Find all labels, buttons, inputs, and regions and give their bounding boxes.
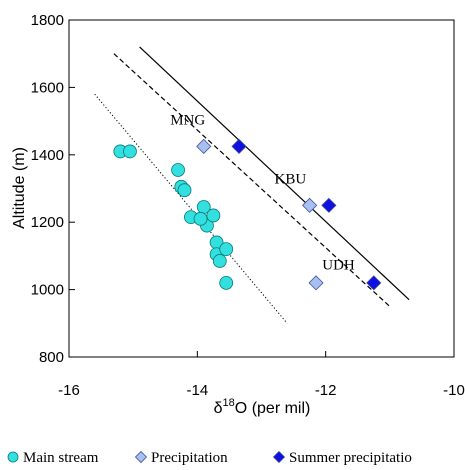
- legend-marker-summer-precipitatio: [272, 450, 286, 464]
- x-tick-label: -12: [315, 382, 337, 399]
- x-axis-title-delta: δ: [214, 400, 223, 417]
- y-tick-label: 800: [39, 349, 64, 366]
- main-stream-point: [219, 242, 234, 257]
- plot-area: [68, 19, 455, 358]
- y-tick-label: 1600: [31, 79, 64, 96]
- legend-label-precipitation: Precipitation: [151, 450, 228, 466]
- fit-line-dashed: [113, 53, 391, 307]
- fit-lines: [94, 46, 410, 324]
- main-stream-point: [193, 211, 208, 226]
- summer-precipitatio-point: [321, 197, 337, 213]
- x-tick-label: -16: [58, 382, 80, 399]
- precipitation-point: [196, 138, 212, 154]
- fit-line-solid: [139, 46, 410, 301]
- main-stream-point: [219, 275, 234, 290]
- summer-precipitatio-point: [231, 138, 247, 154]
- legend-label-summer-precipitatio: Summer precipitatio: [289, 450, 412, 466]
- main-stream-point: [177, 183, 192, 198]
- y-tick-label: 1000: [31, 282, 64, 299]
- y-axis-title: Altitude (m): [11, 147, 28, 229]
- axis-ticks: -16 -14 -12 -10 800 1000 1200 1400 1600 1800: [31, 12, 465, 399]
- x-axis-title-tail: O (per mil): [235, 400, 311, 417]
- station-label-kbu: KBU: [275, 171, 307, 187]
- x-tick-label: -14: [186, 382, 208, 399]
- x-tick-label: -10: [443, 382, 465, 399]
- main-stream-point: [171, 163, 185, 177]
- main-stream-point: [206, 208, 221, 223]
- legend-marker-precipitation: [134, 450, 148, 464]
- main-stream-point: [123, 144, 137, 159]
- legend-marker-main-stream: [7, 451, 19, 463]
- fit-line-dotted: [94, 93, 288, 324]
- data-points: [113, 138, 382, 291]
- x-axis-title: δ18O (per mil): [214, 397, 311, 417]
- y-tick-label: 1800: [31, 12, 64, 29]
- summer-precipitatio-point: [366, 275, 382, 291]
- station-label-mng: MNG: [170, 112, 205, 128]
- main-stream-point: [212, 254, 227, 268]
- station-labels: MNG KBU UDH: [170, 112, 355, 273]
- station-label-udh: UDH: [322, 257, 355, 273]
- precipitation-point: [302, 197, 318, 213]
- x-axis-title-superscript: 18: [223, 397, 235, 409]
- y-tick-label: 1400: [31, 147, 64, 164]
- legend-label-main-stream: Main stream: [23, 450, 99, 466]
- y-tick-label: 1200: [31, 214, 64, 231]
- legend: Main stream Precipitation Summer precipita…: [7, 450, 412, 466]
- precipitation-point: [308, 275, 324, 291]
